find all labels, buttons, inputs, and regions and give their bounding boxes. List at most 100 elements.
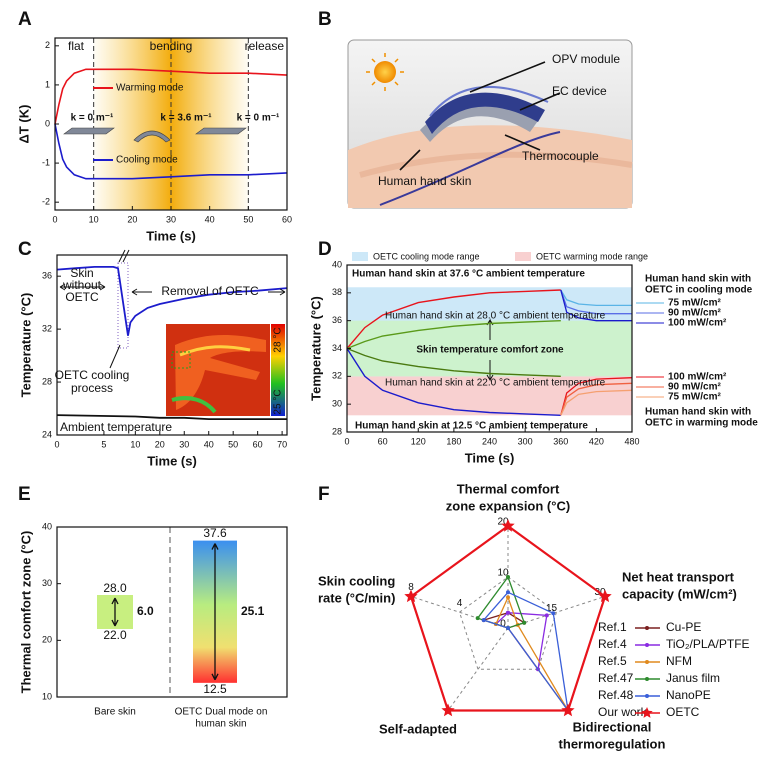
inset bbox=[118, 249, 285, 416]
x-tick-label: 70 bbox=[277, 439, 287, 449]
radar-axis-label: Skin cooling bbox=[318, 573, 395, 588]
radar-marker bbox=[561, 703, 575, 717]
label: Skin temperature comfort zone bbox=[416, 345, 564, 356]
radar-marker bbox=[598, 589, 612, 603]
label: OETC in cooling mode bbox=[645, 285, 753, 296]
label: 90 mW/cm² bbox=[668, 308, 721, 319]
radar-axis-label: capacity (mW/cm²) bbox=[622, 586, 737, 601]
radar-marker bbox=[501, 519, 515, 532]
plot-frame bbox=[56, 526, 288, 698]
legend-swatch bbox=[352, 252, 368, 261]
y-tick-label: 36 bbox=[332, 315, 342, 325]
label: OETC warming mode range bbox=[536, 251, 648, 261]
y-axis-label: Temperature (°C) bbox=[18, 293, 33, 398]
label: bending bbox=[150, 39, 193, 53]
x-tick-label: 420 bbox=[589, 436, 604, 446]
label: 75 mW/cm² bbox=[668, 298, 721, 309]
x-tick-label: 30 bbox=[179, 439, 189, 449]
label: 100 mW/cm² bbox=[668, 318, 727, 329]
legend-swatch bbox=[515, 252, 531, 261]
radar-axis-label: Net heat transport bbox=[622, 569, 735, 584]
label: EC device bbox=[552, 84, 607, 98]
x-axis-label: Time (s) bbox=[465, 450, 515, 465]
radar-tick-label: 4 bbox=[457, 598, 463, 609]
data-line bbox=[54, 123, 288, 180]
x-tick-label: 10 bbox=[130, 439, 140, 449]
data-line bbox=[560, 289, 632, 315]
data-line bbox=[560, 289, 632, 307]
label: 90 mW/cm² bbox=[668, 382, 721, 393]
radar-marker bbox=[404, 589, 418, 603]
label: OETC bbox=[65, 290, 99, 304]
label: Human hand skin at 37.6 °C ambient tempe… bbox=[352, 269, 585, 280]
device-icon bbox=[133, 130, 171, 143]
grid-ring bbox=[458, 576, 558, 670]
x-tick-label: 30 bbox=[166, 214, 176, 224]
label: OPV module bbox=[552, 52, 620, 66]
data-line bbox=[56, 414, 287, 420]
legend-label: NFM bbox=[666, 654, 692, 668]
x-tick-label: 480 bbox=[624, 436, 639, 446]
label: Human hand skin bbox=[378, 174, 471, 188]
x-tick-label: 40 bbox=[205, 214, 215, 224]
label: human skin bbox=[195, 719, 246, 730]
label: k = 0 m⁻¹ bbox=[237, 113, 280, 124]
radar-tick-label: 20 bbox=[497, 517, 509, 528]
legend-swatch bbox=[641, 707, 653, 718]
label: OETC cooling mode range bbox=[373, 251, 480, 261]
illustration bbox=[347, 39, 633, 209]
radar-axis-label: Thermal comfort bbox=[457, 481, 560, 496]
range-arrow bbox=[111, 597, 119, 627]
arrow bbox=[109, 344, 121, 369]
y-axis-label: Temperature (°C) bbox=[308, 296, 323, 401]
legend-ref: Ref.48 bbox=[598, 688, 634, 702]
label: 100 mW/cm² bbox=[668, 372, 727, 383]
y-tick-label: 30 bbox=[42, 578, 52, 588]
legend-swatch bbox=[645, 660, 649, 664]
label: Bare skin bbox=[94, 707, 136, 718]
x-tick-label: 50 bbox=[243, 214, 253, 224]
device-icon bbox=[63, 127, 115, 135]
label: process bbox=[71, 381, 113, 395]
label: 75 mW/cm² bbox=[668, 392, 721, 403]
x-tick-label: 60 bbox=[253, 439, 263, 449]
radar-axis-label: rate (°C/min) bbox=[318, 590, 395, 605]
y-tick-label: 1 bbox=[45, 79, 50, 89]
legend-label: Warming mode bbox=[116, 83, 184, 94]
x-tick-label: 10 bbox=[89, 214, 99, 224]
label: Removal of OETC bbox=[161, 284, 259, 298]
legend-label: Cooling mode bbox=[116, 155, 178, 166]
x-tick-label: 300 bbox=[518, 436, 533, 446]
x-tick-label: 20 bbox=[127, 214, 137, 224]
radar-marker bbox=[506, 626, 510, 630]
label: Ambient temperature bbox=[60, 420, 172, 434]
plot-frame bbox=[56, 254, 288, 436]
label: Human hand skin with bbox=[645, 407, 751, 418]
y-tick-label: 10 bbox=[42, 691, 52, 701]
label: Thermocouple bbox=[522, 149, 599, 163]
data-line bbox=[560, 389, 633, 416]
label: 25 °C bbox=[273, 389, 284, 414]
label: 12.5 bbox=[203, 682, 227, 696]
data-line bbox=[560, 289, 632, 322]
label: without bbox=[62, 278, 102, 292]
radar-axis-label: Self-adapted bbox=[379, 721, 457, 736]
range-band bbox=[347, 376, 632, 416]
x-tick-label: 60 bbox=[378, 436, 388, 446]
legend-ref: Ref.1 bbox=[598, 620, 627, 634]
radar-marker bbox=[506, 610, 510, 615]
x-tick-label: 5 bbox=[101, 439, 106, 449]
radar-axis-label: zone expansion (°C) bbox=[446, 498, 570, 513]
panel-label: E bbox=[18, 484, 31, 505]
radar-marker bbox=[506, 575, 510, 579]
y-tick-label: 2 bbox=[45, 40, 50, 50]
radar-marker bbox=[506, 595, 510, 600]
panel-label: B bbox=[318, 9, 332, 30]
legend-label: NanoPE bbox=[666, 688, 711, 702]
legend-label: OETC bbox=[666, 705, 700, 719]
radar-marker bbox=[522, 620, 527, 625]
label: Human hand skin at 22.0 °C ambient tempe… bbox=[385, 378, 606, 389]
device-icon bbox=[195, 127, 247, 135]
data-line bbox=[560, 377, 633, 416]
range-arrow bbox=[211, 543, 219, 681]
